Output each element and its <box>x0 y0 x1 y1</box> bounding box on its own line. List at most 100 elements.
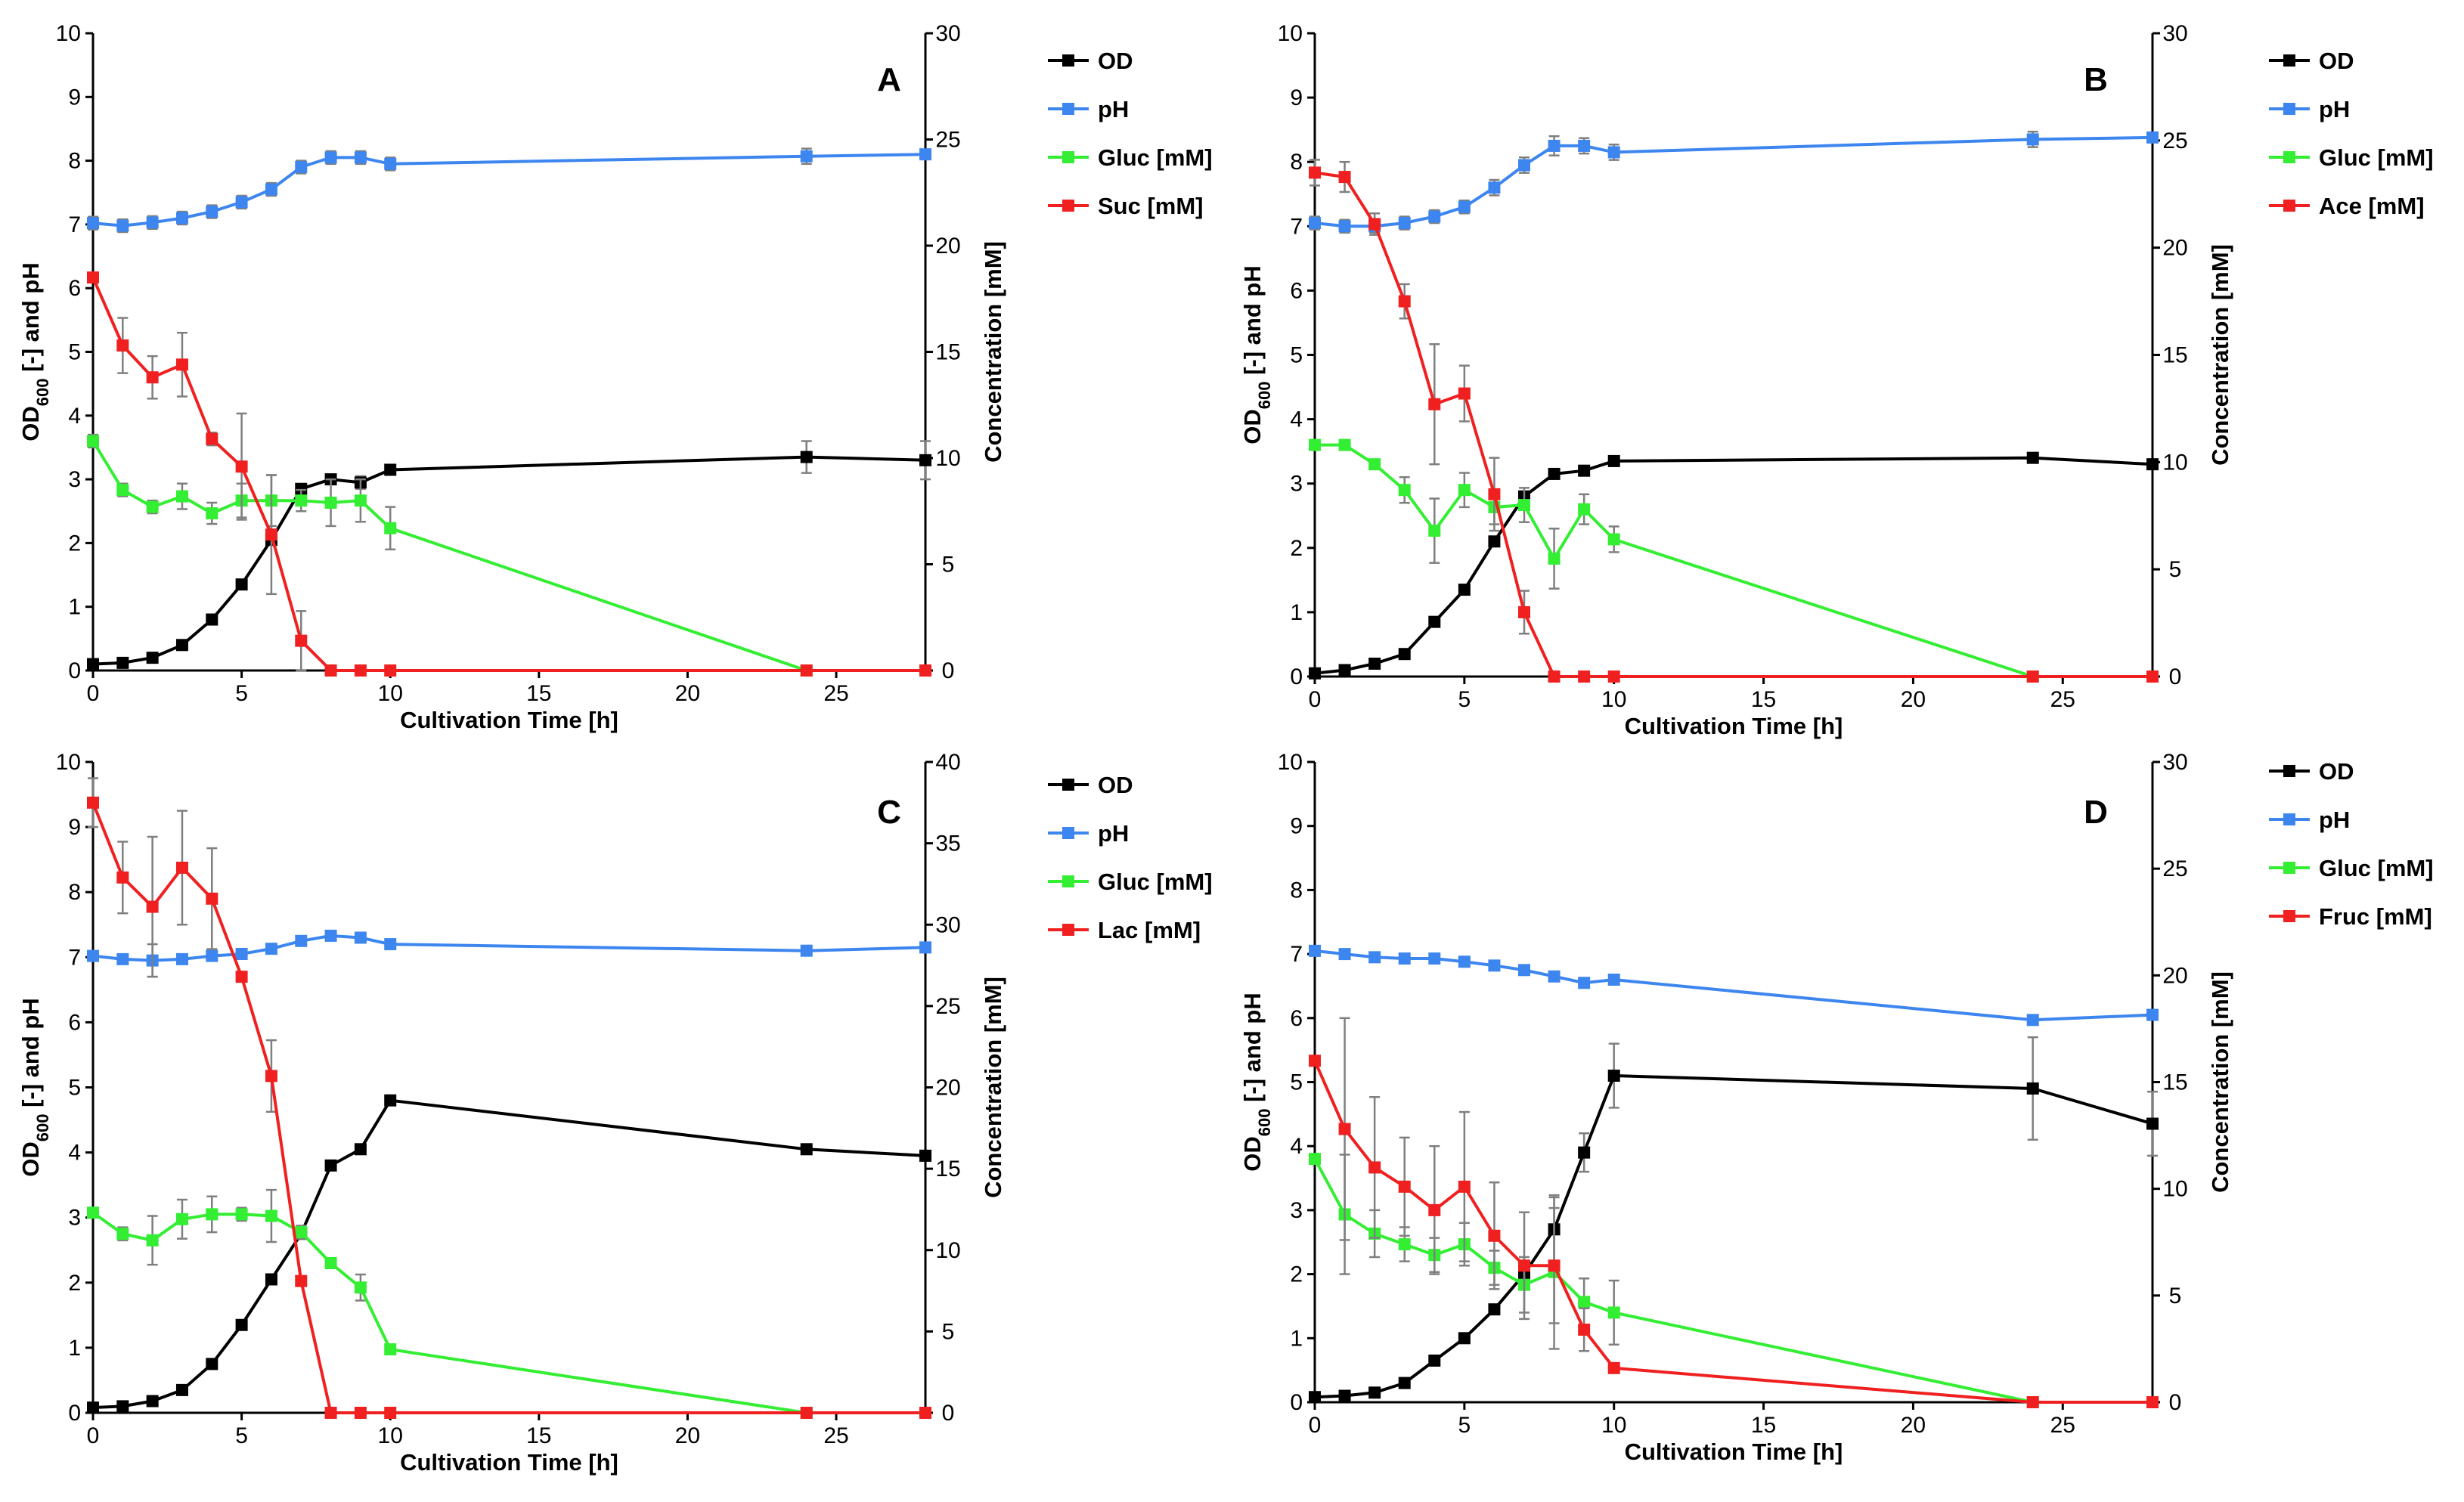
data-point <box>1398 484 1411 497</box>
panel-letter: C <box>877 794 901 831</box>
data-point <box>1488 181 1501 194</box>
series-od <box>87 440 931 670</box>
legend-marker <box>2283 813 2295 825</box>
data-point <box>175 639 188 652</box>
left-y-tick-label: 0 <box>68 658 81 683</box>
data-point <box>354 494 367 507</box>
data-point <box>1428 398 1441 410</box>
data-point <box>2026 133 2039 146</box>
data-point <box>1607 973 1620 986</box>
series-line <box>1314 1073 2153 1399</box>
legend-marker <box>2283 765 2295 777</box>
data-point <box>1518 499 1530 512</box>
data-point <box>1338 438 1351 451</box>
legend-marker <box>1062 103 1074 115</box>
left-y-tick-label: 6 <box>1290 278 1303 303</box>
right-y-tick-label: 5 <box>2169 557 2182 582</box>
data-point <box>206 507 219 520</box>
right-y-axis-title: Concentration [mM] <box>2207 244 2233 466</box>
data-point <box>354 931 367 944</box>
data-point <box>265 1070 277 1082</box>
left-y-tick-label: 10 <box>1278 21 1303 46</box>
data-point <box>800 1143 813 1156</box>
left-y-tick-label: 3 <box>68 1206 81 1231</box>
data-point <box>175 1383 188 1396</box>
legend-marker <box>1062 200 1074 212</box>
panel-letter: B <box>2084 61 2108 98</box>
legend: OD pH Gluc [mM] Fruc [mM] <box>2269 758 2434 930</box>
legend-marker <box>1062 924 1074 936</box>
data-point <box>1309 667 1321 680</box>
right-y-tick-label: 10 <box>935 1238 960 1263</box>
data-point <box>1368 1161 1381 1174</box>
data-point <box>1309 944 1321 957</box>
data-point <box>2146 131 2159 144</box>
data-point <box>1458 1180 1471 1193</box>
data-point <box>206 949 219 962</box>
series-ph <box>1309 944 2159 1027</box>
x-tick-label: 20 <box>675 681 700 706</box>
x-axis-title: Cultivation Time [h] <box>400 1449 618 1476</box>
data-point <box>265 183 277 196</box>
data-point <box>2026 1082 2039 1095</box>
x-tick-label: 5 <box>235 1423 248 1448</box>
x-tick-label: 15 <box>526 1423 551 1448</box>
data-point <box>87 271 99 284</box>
data-point <box>87 1401 99 1414</box>
data-point <box>206 892 219 905</box>
series-ph <box>87 147 931 234</box>
data-point <box>1398 1377 1411 1389</box>
data-point <box>1458 955 1471 968</box>
left-y-tick-label: 10 <box>56 21 81 46</box>
legend: OD pH Gluc [mM] Ace [mM] <box>2269 48 2434 219</box>
data-point <box>146 1234 159 1247</box>
data-point <box>2026 1014 2039 1027</box>
right-y-tick-label: 30 <box>935 912 960 937</box>
data-point <box>1398 217 1411 230</box>
data-point <box>324 497 337 509</box>
legend-label: Fruc [mM] <box>2319 903 2432 930</box>
left-y-axis-title: OD600 [-] and pH <box>1239 265 1274 444</box>
x-tick-label: 15 <box>526 681 551 706</box>
data-point <box>175 952 188 965</box>
data-point <box>1548 467 1561 480</box>
right-y-tick-label: 25 <box>2162 856 2187 881</box>
data-point <box>1338 948 1351 961</box>
right-y-tick-label: 30 <box>2162 750 2187 775</box>
data-point <box>206 206 219 218</box>
data-point <box>2026 670 2039 683</box>
right-y-tick-label: 25 <box>935 128 960 153</box>
data-point <box>919 1407 931 1419</box>
data-point <box>175 861 188 874</box>
data-point <box>116 484 129 497</box>
right-y-tick-label: 0 <box>942 1401 955 1426</box>
x-tick-label: 5 <box>1458 687 1471 712</box>
data-point <box>324 664 337 677</box>
series-line <box>91 440 925 672</box>
data-point <box>1607 1306 1620 1319</box>
data-point <box>175 358 188 371</box>
legend-marker <box>2283 54 2295 67</box>
series-line <box>1313 1060 2153 1404</box>
data-point <box>919 664 931 677</box>
data-point <box>206 432 219 445</box>
left-y-tick-label: 6 <box>68 276 81 301</box>
series-line <box>1315 443 2153 678</box>
left-y-tick-label: 1 <box>68 1336 81 1361</box>
right-y-tick-label: 5 <box>942 1319 955 1344</box>
data-point <box>206 1358 219 1370</box>
data-point <box>1458 1332 1471 1345</box>
data-point <box>1338 664 1351 677</box>
data-point <box>295 634 308 647</box>
data-point <box>324 1159 337 1172</box>
left-y-tick-label: 6 <box>1290 1006 1303 1031</box>
data-point <box>384 522 397 534</box>
series-od <box>87 1094 931 1414</box>
legend-label: OD <box>1098 48 1133 74</box>
series-gluc <box>1309 1153 2159 1408</box>
left-y-tick-label: 9 <box>1290 85 1303 110</box>
legend: OD pH Gluc [mM] Lac [mM] <box>1048 772 1213 943</box>
data-point <box>1488 535 1501 548</box>
left-y-tick-label: 4 <box>1290 407 1303 432</box>
panel-letter: A <box>877 61 901 98</box>
